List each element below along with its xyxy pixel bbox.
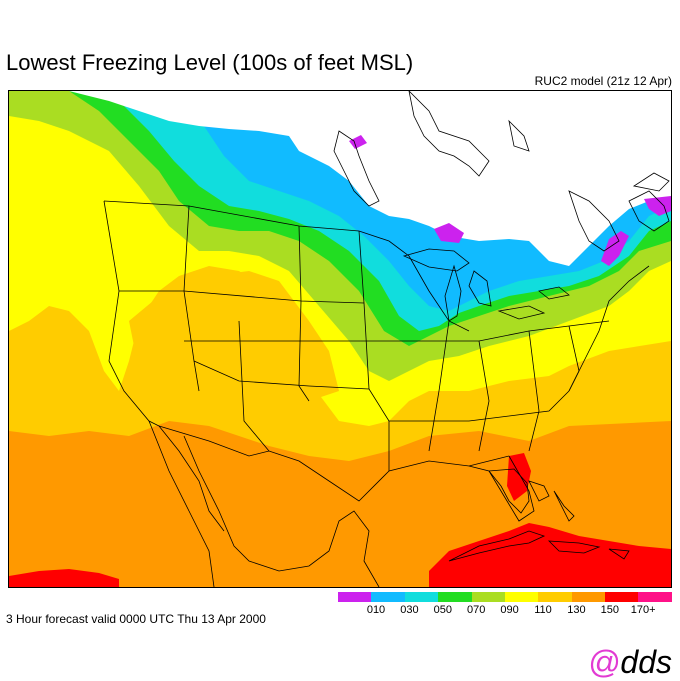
adds-logo-at: @: [587, 644, 621, 680]
legend-label: 170+: [630, 604, 656, 616]
florida-outline: [488, 468, 530, 514]
legend-swatch: [621, 592, 639, 602]
band-red-sw: [9, 569, 119, 587]
legend-swatch: [655, 592, 672, 602]
band-red-florida: [507, 453, 531, 501]
legend-label: 110: [534, 604, 552, 616]
legend-label: 010: [366, 604, 386, 616]
band-red-caribbean: [429, 523, 671, 587]
band-magenta-hudson: [349, 135, 367, 149]
legend-label: 050: [433, 604, 452, 616]
legend-label: 150: [600, 604, 619, 616]
legend-swatch: [471, 592, 489, 602]
legend-swatch: [571, 592, 589, 602]
legend-swatch: [504, 592, 522, 602]
legend-label: 070: [467, 604, 486, 616]
legend-swatch: [438, 592, 455, 602]
legend-swatch: [554, 592, 572, 602]
legend-swatch: [521, 592, 539, 602]
legend-swatch: [538, 592, 555, 602]
band-magenta-ne: [644, 196, 671, 216]
legend-label: 130: [567, 604, 586, 616]
legend-swatch: [338, 592, 355, 602]
no-data-canada: [69, 91, 671, 266]
color-legend: 010 030 050 070 090 110 130 150 170+: [338, 592, 672, 616]
legend-swatch: [388, 592, 405, 602]
band-magenta-lake: [434, 223, 464, 243]
freezing-level-map: [8, 90, 672, 588]
model-run-label: RUC2 model (21z 12 Apr): [534, 74, 672, 88]
legend-label: 090: [500, 604, 519, 616]
adds-logo: @dds: [588, 644, 672, 681]
legend-swatches: [338, 592, 672, 602]
state-boundaries: [103, 200, 650, 532]
legend-swatch: [354, 592, 372, 602]
legend-swatch: [454, 592, 472, 602]
band-magenta-ne2: [601, 231, 629, 266]
great-lakes: [402, 248, 570, 322]
band-gold-west: [129, 271, 339, 401]
mexico-caribbean-outlines: [148, 420, 630, 587]
legend-label: 030: [400, 604, 419, 616]
legend-swatch: [421, 592, 439, 602]
forecast-valid-text: 3 Hour forecast valid 0000 UTC Thu 13 Ap…: [6, 612, 266, 626]
legend-swatch: [488, 592, 505, 602]
legend-swatch: [371, 592, 389, 602]
legend-swatch: [605, 592, 622, 602]
legend-swatch: [588, 592, 605, 602]
canada-coastline: [333, 91, 670, 252]
map-title: Lowest Freezing Level (100s of feet MSL): [6, 50, 414, 75]
adds-logo-text: dds: [620, 644, 672, 680]
legend-swatch: [638, 592, 656, 602]
legend-swatch: [404, 592, 422, 602]
